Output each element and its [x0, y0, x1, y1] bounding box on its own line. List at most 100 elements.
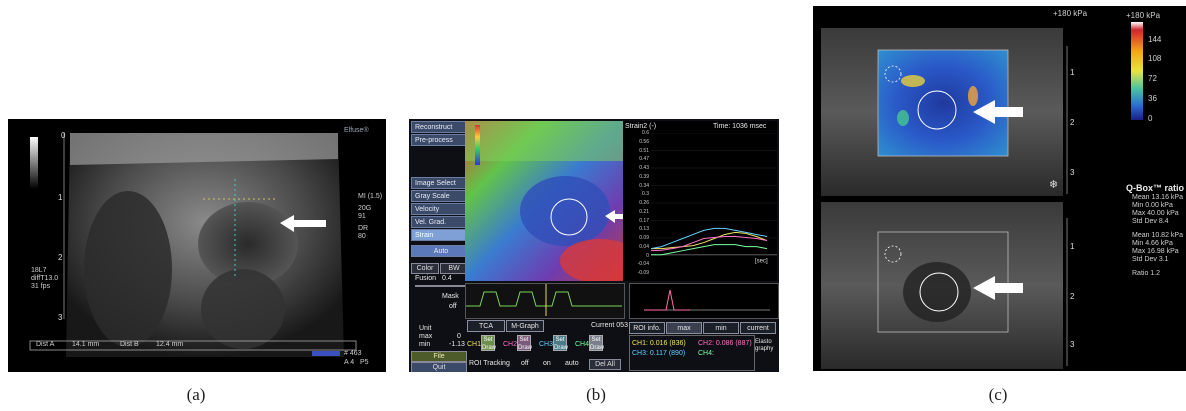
qbox-ratio: Ratio 1.2 [1132, 270, 1161, 277]
strain-curve-chart: [sec] [651, 133, 777, 265]
tab-min[interactable]: min [703, 322, 739, 334]
fusion-label: Fusion [415, 275, 437, 282]
current-frame: Current 053 [591, 322, 628, 329]
readout-ch2: CH2: 0.086 (887) [698, 340, 752, 347]
del-all-button[interactable]: Del All [589, 359, 621, 370]
max-label: max [419, 333, 433, 340]
time-label: Time: 1036 msec [713, 123, 767, 130]
image-select-button[interactable]: Image Select [411, 177, 471, 189]
ch4-set: Set [591, 337, 601, 343]
mask-off[interactable]: off [449, 303, 457, 310]
info-gain-value: 91 [358, 213, 366, 220]
ch4-set-draw-button[interactable]: Set Draw [589, 335, 605, 351]
stats2-mean: Mean 10.82 kPa [1132, 232, 1183, 239]
strain-tick-label: 0.43 [639, 165, 649, 171]
roi-auto-option[interactable]: auto [565, 360, 579, 367]
strain-button[interactable]: Strain [411, 229, 471, 241]
strain-ticks: 0.6 0.56 0.51 0.47 0.43 0.39 0.34 0.3 0.26 0.21 0.… [625, 130, 651, 276]
scale-max: +180 kPa [1053, 9, 1088, 18]
vel-grad-button[interactable]: Vel. Grad. [411, 216, 471, 228]
ch4-draw: Draw [590, 345, 605, 351]
info-gain: 20G [358, 205, 372, 212]
preprocess-button[interactable]: Pre-process [411, 134, 471, 146]
stats1-max: Max 40.00 kPa [1132, 210, 1179, 217]
stats2-min: Min 4.66 kPa [1132, 240, 1173, 247]
ch3-set-draw-button[interactable]: Set Draw [553, 335, 569, 351]
elastography-logo: Elasto graphy [755, 339, 774, 352]
strain-tick-label: 0.3 [642, 191, 649, 198]
panel-b-elastography-ui: Reconstruct Pre-process Image Select Gra… [409, 119, 779, 372]
ch2-draw: Draw [518, 345, 533, 351]
snowflake-icon: ❄ [1049, 179, 1059, 191]
panel-c-image [821, 28, 1068, 369]
left-info: 18L7 diffT13.0 31 fps [31, 267, 58, 291]
strain-tick-label: 0.34 [639, 182, 649, 189]
caption-b: (b) [586, 385, 606, 404]
reconstruct-button[interactable]: Reconstruct [411, 121, 471, 133]
color-tick-0: 0 [1148, 114, 1153, 123]
ch2-set: Set [519, 337, 529, 343]
frame-code: A 4 P5 [344, 359, 369, 366]
tab-current[interactable]: current [740, 322, 776, 334]
fusion-slider[interactable] [415, 285, 465, 287]
roi-on-option[interactable]: on [543, 360, 551, 367]
ch1-set-draw-button[interactable]: Set Draw [481, 335, 497, 351]
dist-b-label: Dist B [120, 341, 139, 348]
dist-a-label: Dist A [36, 341, 55, 348]
qbox-stats-1: Mean 13.16 kPa Min 0.00 kPa Max 40.00 kP… [1132, 194, 1183, 226]
ch2-label: CH2 [503, 341, 518, 348]
strain-tick-label: 0.13 [639, 226, 649, 233]
roi-off-option[interactable]: off [521, 360, 529, 367]
color-tick-108: 108 [1148, 54, 1162, 63]
auto-button[interactable]: Auto [411, 245, 471, 257]
color-tab[interactable]: Color [411, 263, 439, 274]
stats2-max: Max 16.98 kPa [1132, 248, 1179, 255]
bw-tab[interactable]: BW [440, 263, 468, 274]
unit-label: Unit [419, 325, 432, 332]
tab-mgraph[interactable]: M-Graph [506, 320, 544, 332]
depth-mark-1: 1 [58, 193, 63, 202]
probe-mode: diffT13.0 [31, 275, 59, 282]
strain-graph-panel: Strain2 (-) Time: 1036 msec 0.6 0.56 0.51 0… [623, 121, 777, 281]
depth-top-1: 1 [1070, 68, 1075, 77]
gray-scale-button[interactable]: Gray Scale [411, 190, 471, 202]
strain-tick-label: 0 [646, 252, 649, 259]
probe-name: 18L7 [31, 267, 47, 274]
ch3-label: CH3 [539, 341, 554, 348]
file-button[interactable]: File [411, 351, 467, 362]
depth-mark-3: 3 [58, 313, 63, 322]
color-scale-max: +180 kPa [1126, 11, 1161, 20]
stats1-min: Min 0.00 kPa [1132, 202, 1173, 209]
roi-readout: CH1: 0.016 (836) CH2: 0.086 (887) CH3: 0… [629, 335, 755, 371]
panel-c-overlay [1110, 6, 1186, 371]
ch2-set-draw-button[interactable]: Set Draw [517, 335, 533, 351]
tab-roi-info[interactable]: ROI info. [629, 322, 665, 334]
strain-tick-label: 0.39 [639, 173, 649, 180]
info-mi: MI (1.5) [358, 193, 383, 200]
dist-a-value: 14.1 mm [72, 341, 100, 348]
strain-tick-label: 0.6 [642, 130, 649, 136]
qbox-stats-2: Mean 10.82 kPa Min 4.66 kPa Max 16.98 kP… [1132, 232, 1183, 264]
ch4-label: CH4 [575, 341, 590, 348]
readout-ch3: CH3: 0.117 (890) [632, 350, 686, 357]
tab-tca[interactable]: TCA [467, 320, 505, 332]
stats1-std: Std Dev 8.4 [1132, 218, 1169, 225]
right-info: MI (1.5) 20G 91 DR 80 [358, 193, 382, 241]
ch3-draw: Draw [554, 345, 569, 351]
min-label: min [419, 341, 431, 348]
depth-bottom-3: 3 [1070, 340, 1075, 349]
depth-top-2: 2 [1070, 118, 1075, 127]
velocity-button[interactable]: Velocity [411, 203, 471, 215]
arrow-marker [973, 276, 1023, 300]
min-value[interactable]: -1.13 [449, 341, 465, 348]
arrow-marker [280, 215, 326, 232]
ch1-draw: Draw [482, 345, 497, 351]
tab-max[interactable]: max [666, 322, 702, 334]
ch1-set: Set [483, 337, 493, 343]
strain-axis-label: Strain2 (-) [625, 123, 657, 130]
quit-button[interactable]: Quit [411, 362, 467, 372]
max-value[interactable]: 0 [457, 333, 461, 340]
info-dr-value: 80 [358, 233, 366, 240]
info-dr: DR [358, 225, 369, 232]
strain-tick-label: 0.09 [639, 235, 649, 241]
